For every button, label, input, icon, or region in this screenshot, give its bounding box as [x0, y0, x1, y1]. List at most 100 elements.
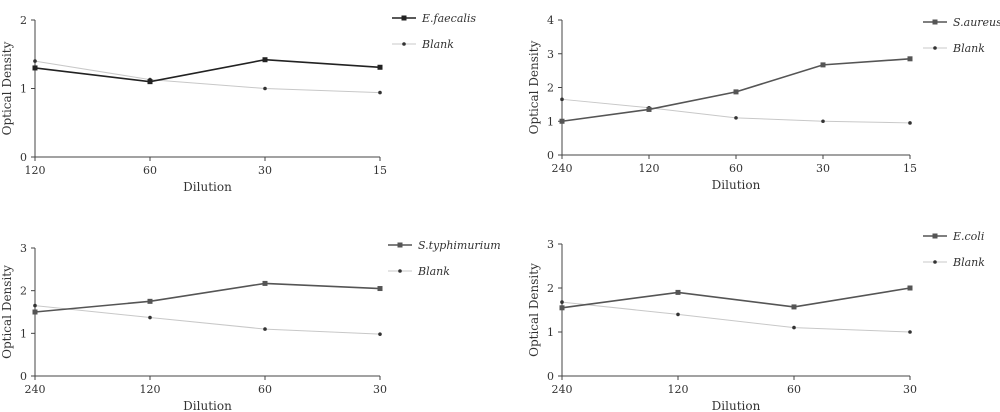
data-point [734, 116, 738, 120]
data-point [907, 56, 913, 62]
x-tick-label: 30 [816, 162, 830, 175]
legend-label: Blank [417, 265, 450, 278]
data-point [733, 89, 739, 95]
data-point [147, 79, 153, 85]
y-tick-label: 1 [20, 327, 27, 340]
series-line [34, 60, 381, 94]
y-tick-label: 1 [547, 326, 554, 339]
y-axis-label: Optical Density [0, 41, 14, 135]
x-tick-label: 15 [373, 164, 387, 177]
legend-label: E.coli [952, 230, 984, 243]
data-point [148, 315, 152, 320]
y-tick-label: 3 [547, 238, 554, 251]
y-tick-label: 2 [20, 14, 27, 27]
x-tick-label: 120 [25, 164, 46, 177]
data-point [908, 330, 912, 334]
data-point [378, 332, 382, 336]
y-tick-label: 3 [547, 48, 554, 61]
x-tick-label: 240 [25, 383, 46, 396]
y-tick-label: 2 [547, 282, 554, 295]
data-point [32, 309, 38, 315]
legend-marker [397, 242, 403, 248]
y-tick-label: 1 [547, 115, 554, 128]
x-axis-label: Dilution [183, 180, 232, 194]
data-point [377, 64, 383, 70]
x-tick-label: 15 [903, 162, 917, 175]
data-point [676, 312, 680, 317]
y-tick-label: 0 [547, 149, 554, 162]
x-axis-label: Dilution [712, 178, 761, 192]
chart-panel-4: 0 1 2 3 240 120 60 30 Dilution Optical Density E.c… [527, 230, 985, 412]
data-point [908, 121, 912, 125]
data-point [378, 90, 382, 95]
x-tick-label: 60 [729, 162, 743, 175]
legend-label: E.faecalis [421, 12, 476, 25]
data-point [262, 280, 268, 286]
data-point [792, 325, 796, 330]
data-point [32, 65, 38, 71]
legend-marker [933, 46, 937, 50]
x-tick-label: 30 [258, 164, 272, 177]
data-point [147, 298, 153, 304]
y-axis-label: Optical Density [0, 265, 14, 359]
x-axis-label: Dilution [712, 399, 761, 412]
y-tick-label: 0 [20, 370, 27, 383]
data-point [907, 285, 913, 291]
x-tick-label: 120 [639, 162, 660, 175]
legend-marker [933, 260, 937, 264]
series-line [561, 301, 911, 333]
y-tick-label: 2 [20, 285, 27, 298]
y-tick-label: 3 [20, 242, 27, 255]
x-tick-label: 240 [552, 383, 573, 396]
data-point [646, 106, 652, 112]
x-tick-label: 240 [552, 162, 573, 175]
legend-label: S.aureus [953, 16, 1000, 29]
y-axis-label: Optical Density [527, 40, 541, 134]
data-point [262, 57, 268, 63]
y-tick-label: 0 [547, 370, 554, 383]
legend-label: Blank [952, 42, 985, 55]
data-point [263, 327, 267, 331]
series-line [34, 282, 381, 313]
data-point [820, 62, 826, 68]
data-point [560, 300, 564, 304]
legend-marker [398, 269, 402, 273]
legend-label: Blank [952, 256, 985, 269]
chart-panel-3: 0 1 2 3 240 120 60 30 Dilution Optical Density S.t… [0, 239, 501, 412]
legend-marker [401, 15, 407, 21]
legend-label: S.typhimurium [418, 239, 501, 252]
legend-marker [402, 42, 406, 46]
series-line [561, 287, 911, 309]
legend-marker [932, 19, 938, 25]
x-tick-label: 120 [140, 383, 161, 396]
data-point [821, 119, 825, 124]
data-point [791, 304, 797, 310]
y-tick-label: 2 [547, 82, 554, 95]
x-tick-label: 60 [258, 383, 272, 396]
chart-panel-2: 0 1 2 3 4 240 120 60 30 15 Dilution Optical Density… [527, 14, 1000, 192]
x-tick-label: 30 [903, 383, 917, 396]
y-tick-label: 4 [547, 14, 554, 27]
data-point [675, 289, 681, 295]
series-line [34, 58, 381, 83]
x-axis-label: Dilution [183, 399, 232, 412]
y-tick-label: 1 [20, 83, 27, 96]
y-tick-label: 0 [20, 151, 27, 164]
series-line [34, 305, 381, 335]
data-point [33, 59, 37, 63]
x-tick-label: 120 [668, 383, 689, 396]
legend-label: Blank [421, 38, 454, 51]
data-point [33, 303, 37, 308]
data-point [559, 305, 565, 311]
data-point [377, 286, 383, 292]
x-tick-label: 60 [143, 164, 157, 177]
legend-marker [932, 233, 938, 239]
chart-panel-1: 0 1 2 120 60 30 15 Dilution Optical Density E.fae… [0, 12, 476, 194]
y-axis-label: Optical Density [527, 263, 541, 357]
data-point [263, 86, 267, 91]
x-tick-label: 60 [787, 383, 801, 396]
data-point [560, 97, 564, 102]
data-point [559, 118, 565, 124]
x-tick-label: 30 [373, 383, 387, 396]
